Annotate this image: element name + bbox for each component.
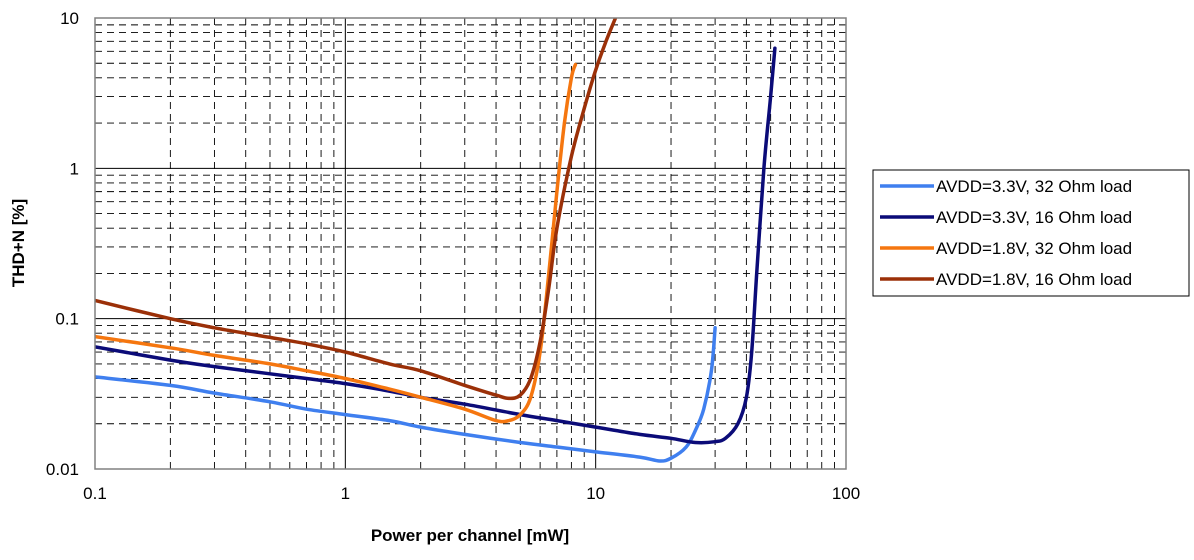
legend-frame — [872, 169, 1190, 297]
series-line-1 — [95, 326, 717, 463]
series-line-4 — [95, 18, 618, 401]
x-axis-title: Power per channel [mW] — [371, 526, 569, 545]
legend-label: AVDD=1.8V, 32 Ohm load — [936, 239, 1132, 258]
legend-label: AVDD=3.3V, 16 Ohm load — [936, 208, 1132, 227]
legend-label: AVDD=1.8V, 16 Ohm load — [936, 270, 1132, 289]
y-axis-title: THD+N [%] — [9, 199, 28, 287]
y-tick-label: 0.01 — [46, 460, 79, 479]
series-lines — [95, 18, 777, 463]
legend-label: AVDD=3.3V, 32 Ohm load — [936, 177, 1132, 196]
series-line-2 — [95, 46, 777, 445]
grid — [94, 17, 847, 470]
series-line-3 — [95, 62, 578, 424]
y-tick-label: 10 — [60, 9, 79, 28]
x-tick-label: 1 — [341, 484, 350, 503]
y-tick-label: 0.1 — [55, 310, 79, 329]
y-tick-label: 1 — [70, 159, 79, 178]
plot-area-border — [94, 17, 847, 470]
x-tick-label: 100 — [832, 484, 860, 503]
x-tick-label: 0.1 — [83, 484, 107, 503]
x-tick-label: 10 — [586, 484, 605, 503]
legend: AVDD=3.3V, 32 Ohm load AVDD=3.3V, 16 Ohm … — [872, 169, 1190, 297]
